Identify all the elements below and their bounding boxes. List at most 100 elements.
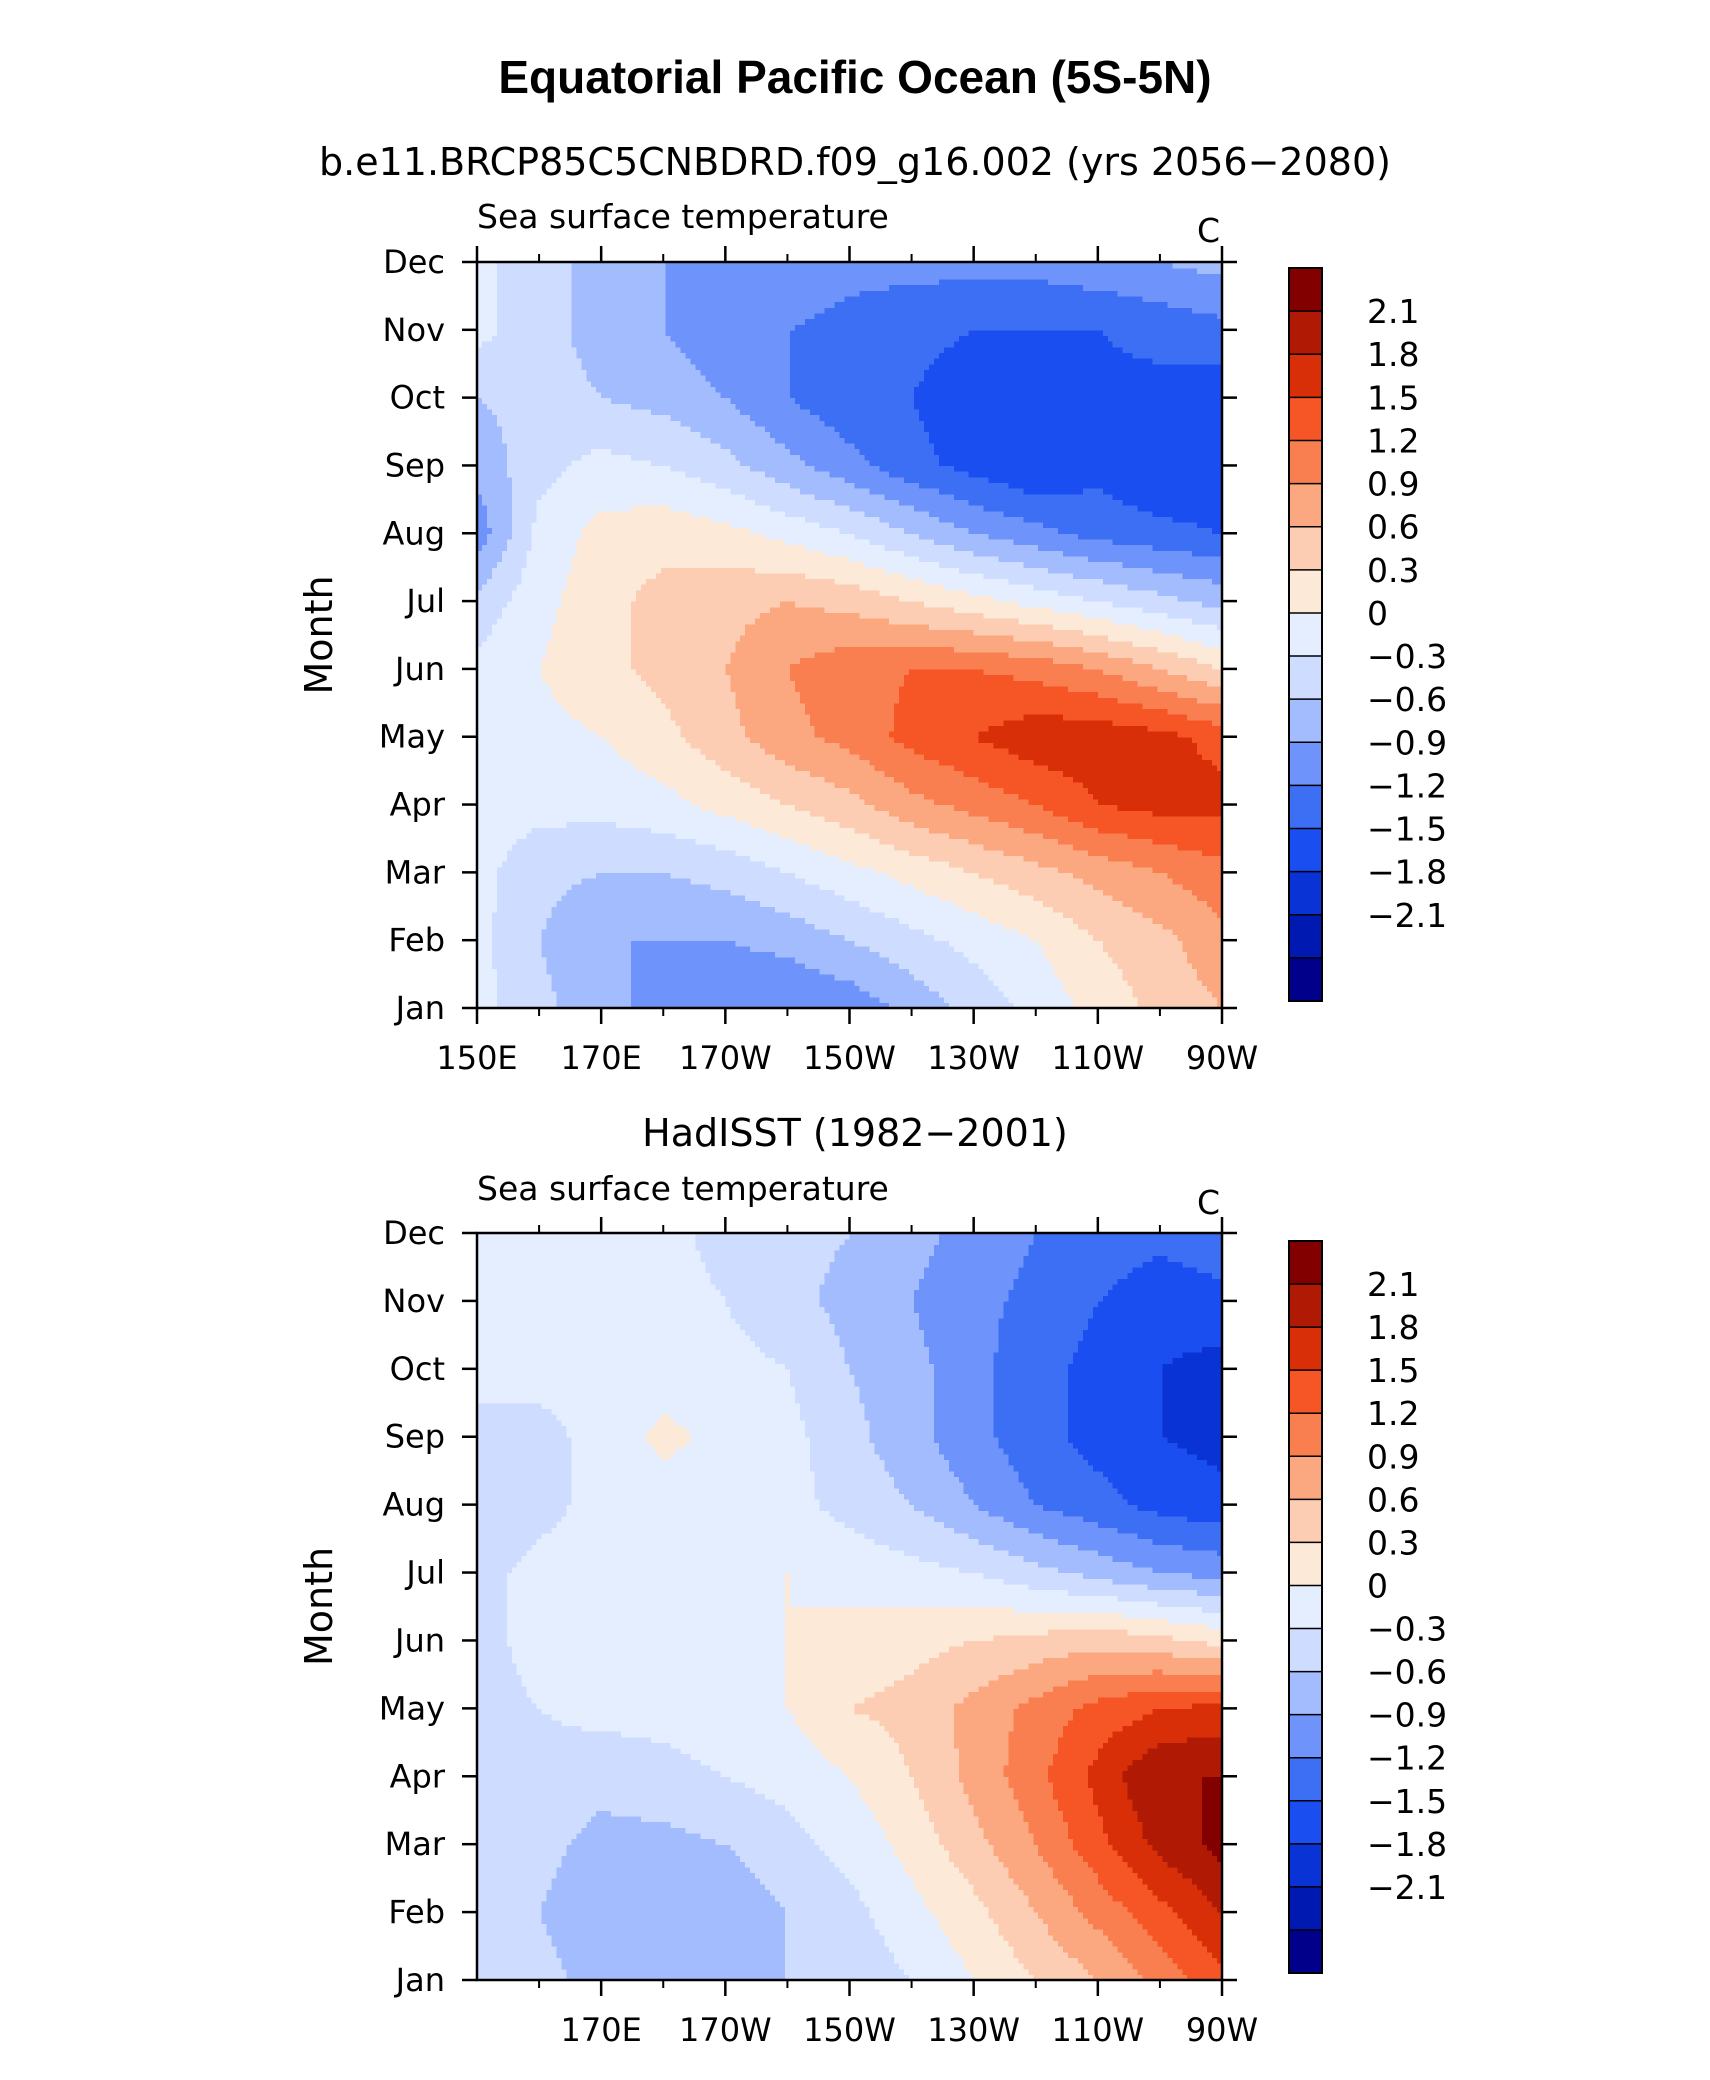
x-tick-label: 150W [803, 1039, 896, 1077]
y-tick-label: Feb [388, 1893, 445, 1931]
y-tick-label: Jun [393, 1621, 445, 1659]
sst-field [477, 262, 1223, 1009]
colorbar-box [1289, 311, 1322, 355]
x-tick-label: 130W [927, 2011, 1020, 2049]
y-tick-label: Sep [385, 446, 445, 484]
y-tick-label: Aug [383, 514, 445, 552]
colorbar-label: 1.5 [1367, 1351, 1419, 1390]
x-tick-label: 170W [679, 2011, 772, 2049]
colorbar-box [1289, 612, 1322, 657]
colorbar-box [1289, 526, 1322, 571]
colorbar-box [1289, 268, 1322, 312]
colorbar-label: −0.3 [1367, 1610, 1447, 1649]
x-tick-label: 150E [436, 1039, 517, 1077]
colorbar-box [1289, 1757, 1322, 1802]
colorbar-label: 0 [1367, 1566, 1388, 1605]
colorbar-label: −0.9 [1367, 1696, 1447, 1735]
colorbar-box [1289, 1327, 1322, 1371]
colorbar-box [1289, 1284, 1322, 1328]
colorbar-box [1289, 1800, 1322, 1845]
colorbar-box [1289, 1542, 1322, 1586]
colorbar-label: 2.1 [1367, 1265, 1419, 1304]
colorbar: 2.1 1.8 1.5 1.2 0.9 0.6 0.3 0 −0.3 −0.6 −0.9 −1.2 −1… [1288, 1240, 1447, 1974]
colorbar-box [1289, 569, 1322, 614]
colorbar-box [1289, 1456, 1322, 1500]
colorbar-label: −2.1 [1367, 1868, 1447, 1907]
panel-1: b.e11.BRCP85C5CNBDRD.f09_g16.002 (yrs 20… [297, 140, 1447, 1077]
colorbar-label: 0.6 [1367, 1480, 1419, 1519]
y-tick-label: Dec [383, 243, 445, 281]
y-tick-label: Aug [383, 1486, 445, 1524]
colorbar-box [1289, 1628, 1322, 1673]
variable-label: Sea surface temperature [477, 197, 889, 236]
colorbar-label: −0.3 [1367, 637, 1447, 676]
colorbar-box [1289, 828, 1322, 873]
colorbar-box [1289, 1671, 1322, 1716]
panel-subtitle: HadISST (1982−2001) [642, 1111, 1068, 1155]
x-tick-label: 170E [561, 2011, 642, 2049]
colorbar-label: −1.8 [1367, 853, 1447, 892]
x-tick-label: 170W [679, 1039, 772, 1077]
y-tick-label: Dec [383, 1214, 445, 1252]
colorbar-box [1289, 1413, 1322, 1457]
colorbar-box [1289, 1714, 1322, 1759]
y-tick-label: May [379, 718, 445, 756]
colorbar-box [1289, 871, 1322, 916]
y-axis: Jan Feb Mar Apr May Jun Jul Aug Sep Oct Nov Dec Mont… [297, 1214, 1237, 1999]
y-tick-label: Mar [385, 1825, 446, 1863]
y-tick-label: May [379, 1689, 445, 1727]
colorbar-box [1289, 699, 1322, 743]
colorbar-label: 0.9 [1367, 1437, 1419, 1476]
colorbar-label: 0.3 [1367, 1523, 1419, 1562]
x-tick-label: 110W [1051, 1039, 1144, 1077]
colorbar-label: 1.5 [1367, 378, 1419, 417]
variable-label: Sea surface temperature [477, 1169, 889, 1208]
colorbar-label: 0.9 [1367, 465, 1419, 504]
colorbar-label: −1.2 [1367, 1739, 1447, 1778]
colorbar-label: −1.8 [1367, 1825, 1447, 1864]
colorbar-box [1289, 1886, 1322, 1931]
colorbar-box [1289, 656, 1322, 700]
colorbar-label: 1.8 [1367, 1308, 1419, 1347]
units-label: C [1197, 211, 1220, 250]
colorbar-label: −2.1 [1367, 896, 1447, 935]
colorbar-box [1289, 957, 1322, 1002]
panel-subtitle: b.e11.BRCP85C5CNBDRD.f09_g16.002 (yrs 20… [319, 140, 1391, 184]
colorbar-box [1289, 354, 1322, 398]
colorbar-label: −1.5 [1367, 1782, 1447, 1821]
colorbar-label: −0.9 [1367, 723, 1447, 762]
y-tick-label: Jan [394, 989, 445, 1027]
colorbar-box [1289, 483, 1322, 528]
colorbar-box [1289, 785, 1322, 830]
y-tick-label: Apr [390, 1757, 446, 1795]
x-tick-label: 150W [803, 2011, 896, 2049]
colorbar: 2.1 1.8 1.5 1.2 0.9 0.6 0.3 0 −0.3 −0.6 −0.9 −1.2 −1… [1288, 267, 1447, 1002]
colorbar-label: −0.6 [1367, 680, 1447, 719]
y-axis-label: Month [297, 575, 341, 694]
colorbar-label: −1.2 [1367, 766, 1447, 805]
y-tick-label: Apr [390, 786, 446, 824]
colorbar-label: 0.3 [1367, 551, 1419, 590]
colorbar-box [1289, 1241, 1322, 1285]
colorbar-box [1289, 1499, 1322, 1543]
y-tick-label: Jul [404, 1554, 445, 1592]
y-tick-label: Nov [383, 311, 445, 349]
y-tick-label: Feb [388, 921, 445, 959]
colorbar-box [1289, 1843, 1322, 1888]
y-tick-label: Oct [390, 1350, 445, 1388]
colorbar-box [1289, 1585, 1322, 1630]
y-tick-label: Mar [385, 853, 446, 891]
colorbar-label: 2.1 [1367, 292, 1419, 331]
y-tick-label: Jul [404, 582, 445, 620]
y-tick-label: Jan [394, 1961, 445, 1999]
y-tick-label: Jun [393, 650, 445, 688]
colorbar-label: 0.6 [1367, 508, 1419, 547]
colorbar-label: 1.2 [1367, 1394, 1419, 1433]
x-tick-label: 130W [927, 1039, 1020, 1077]
x-axis: 150E 170E 170W 150W 130W 110W 90W [436, 246, 1258, 1077]
x-axis: 170E 170W 150W 130W 110W 90W [538, 1217, 1258, 2049]
x-tick-label: 170E [561, 1039, 642, 1077]
colorbar-box [1289, 742, 1322, 786]
panels: b.e11.BRCP85C5CNBDRD.f09_g16.002 (yrs 20… [297, 140, 1447, 2049]
